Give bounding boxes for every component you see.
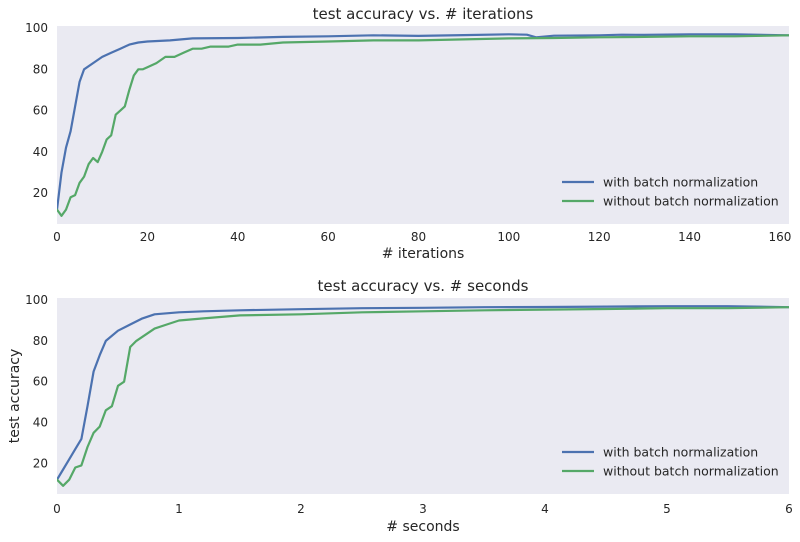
y-tick-label: 100 [25, 293, 48, 307]
x-tick-label: 0 [53, 502, 61, 516]
series-line-without-bn [57, 306, 789, 487]
plot-area [57, 26, 789, 224]
x-tick-label: 2 [297, 502, 305, 516]
x-tick-label: 6 [785, 502, 793, 516]
x-axis-label: # iterations [382, 246, 465, 262]
x-tick-label: 4 [541, 502, 549, 516]
chart-title: test accuracy vs. # seconds [318, 277, 529, 295]
chart-title: test accuracy vs. # iterations [313, 5, 534, 23]
x-tick-label: 100 [497, 230, 520, 244]
x-tick-label: 120 [588, 230, 611, 244]
legend-label: without batch normalization [603, 464, 779, 479]
y-tick-label: 20 [33, 456, 48, 470]
series-line-with-bn [57, 305, 789, 481]
x-tick-label: 80 [411, 230, 426, 244]
y-tick-label: 100 [25, 21, 48, 35]
y-tick-label: 40 [33, 416, 48, 430]
x-tick-label: 1 [175, 502, 183, 516]
chart-seconds: test accuracy vs. # seconds 0 1 2 3 4 5 6 20 40 60… [7, 277, 793, 535]
y-tick-label: 40 [33, 145, 48, 159]
x-tick-label: 40 [230, 230, 245, 244]
series-line-with-bn [57, 33, 789, 211]
x-tick-label: 5 [663, 502, 671, 516]
legend-label: without batch normalization [603, 194, 779, 209]
legend-label: with batch normalization [603, 445, 758, 460]
x-tick-label: 20 [140, 230, 155, 244]
y-tick-label: 60 [33, 375, 48, 389]
x-axis-label: # seconds [386, 519, 459, 535]
x-tick-label: 140 [678, 230, 701, 244]
y-tick-label: 80 [33, 62, 48, 76]
legend-label: with batch normalization [603, 175, 758, 190]
x-tick-label: 60 [320, 230, 335, 244]
y-tick-label: 80 [33, 334, 48, 348]
x-tick-label: 0 [53, 230, 61, 244]
y-axis-label: test accuracy [7, 349, 23, 444]
chart-iterations: test accuracy vs. # iterations 0 20 40 60 80 1… [25, 5, 791, 262]
plot-area [57, 298, 789, 494]
y-tick-label: 20 [33, 186, 48, 200]
y-tick-label: 60 [33, 104, 48, 118]
x-tick-label: 3 [419, 502, 427, 516]
x-tick-label: 160 [769, 230, 792, 244]
series-line-without-bn [57, 34, 789, 217]
